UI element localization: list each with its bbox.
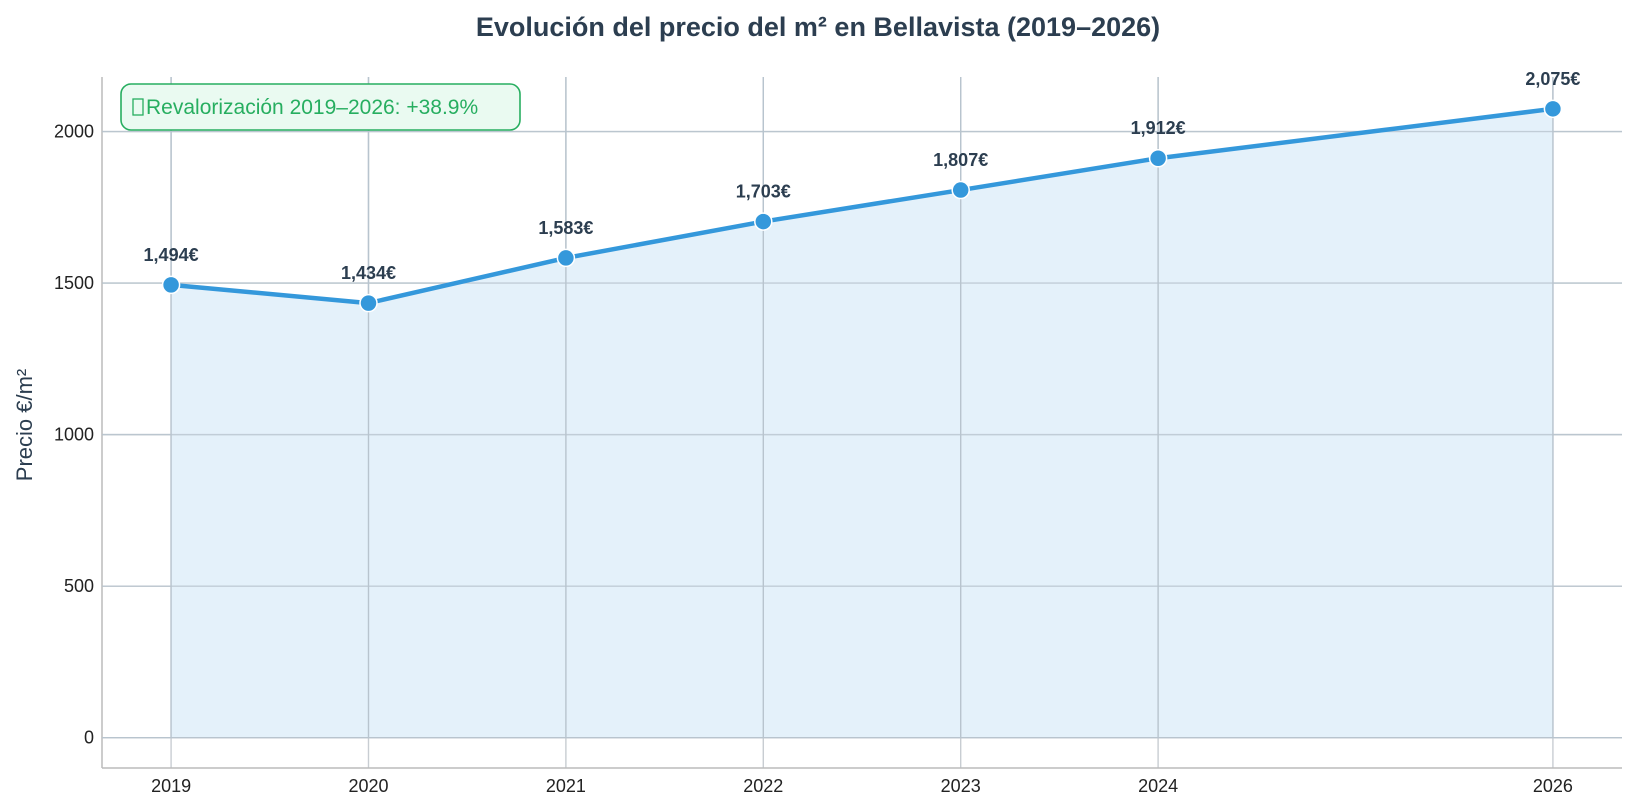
y-tick-label: 2000 (54, 122, 94, 142)
y-tick-label: 1000 (54, 425, 94, 445)
x-tick-label: 2024 (1138, 776, 1178, 796)
chart-up-icon (132, 98, 144, 116)
data-label: 1,583€ (538, 218, 593, 238)
data-label: 2,075€ (1525, 69, 1580, 89)
chart-title: Evolución del precio del m² en Bellavist… (476, 12, 1160, 42)
data-point (1148, 148, 1168, 168)
x-tick-label: 2020 (348, 776, 388, 796)
y-tick-label: 0 (84, 728, 94, 748)
y-axis-label: Precio €/m² (12, 369, 37, 481)
data-label: 1,494€ (144, 245, 199, 265)
x-tick-label: 2023 (941, 776, 981, 796)
data-point (161, 275, 181, 295)
annotation-box: Revalorización 2019–2026: +38.9% (120, 83, 521, 131)
annotation-text: Revalorización 2019–2026: +38.9% (146, 96, 478, 119)
x-tick-label: 2019 (151, 776, 191, 796)
data-point (556, 248, 576, 268)
plot-area: 0 500 1000 1500 2000 2019 2020 2021 2022 2023 2024… (54, 69, 1622, 796)
x-tick-label: 2021 (546, 776, 586, 796)
x-tick-label: 2022 (743, 776, 783, 796)
data-label: 1,703€ (736, 182, 791, 202)
series-area (171, 108, 1553, 738)
y-tick-label: 500 (64, 576, 94, 596)
x-tick-label: 2026 (1533, 776, 1573, 796)
data-point (1543, 99, 1563, 119)
data-point (754, 212, 773, 231)
annotation-background (120, 83, 521, 131)
data-label: 1,912€ (1131, 118, 1186, 138)
icon-frame (132, 98, 144, 116)
data-point (951, 180, 970, 200)
data-label: 1,807€ (933, 150, 988, 170)
data-label: 1,434€ (341, 263, 396, 283)
data-point (359, 293, 378, 313)
y-tick-label: 1500 (54, 273, 94, 293)
